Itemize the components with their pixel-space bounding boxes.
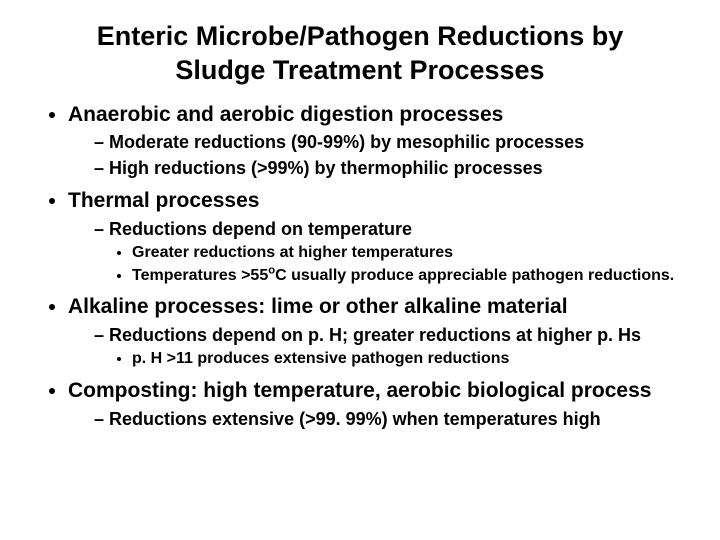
bullet-composting-text: Composting: high temperature, aerobic bi…: [68, 379, 651, 402]
subsublist-thermal: Greater reductions at higher temperature…: [94, 243, 682, 287]
bullet-alkaline-text: Alkaline processes: lime or other alkali…: [68, 295, 568, 318]
sub-temperature: Reductions depend on temperature Greater…: [94, 218, 682, 287]
bullet-composting: Composting: high temperature, aerobic bi…: [68, 378, 682, 431]
bullet-thermal: Thermal processes Reductions depend on t…: [68, 188, 682, 287]
bullet-alkaline: Alkaline processes: lime or other alkali…: [68, 294, 682, 370]
sublist-digestion: Moderate reductions (90-99%) by mesophil…: [68, 131, 682, 180]
sublist-composting: Reductions extensive (>99. 99%) when tem…: [68, 408, 682, 431]
sublist-thermal: Reductions depend on temperature Greater…: [68, 218, 682, 287]
bullet-digestion-text: Anaerobic and aerobic digestion processe…: [68, 103, 503, 126]
subsub-55c-post: C usually produce appreciable pathogen r…: [275, 267, 674, 284]
bullet-list: Anaerobic and aerobic digestion processe…: [38, 102, 682, 432]
bullet-thermal-text: Thermal processes: [68, 189, 259, 212]
subsublist-alkaline: p. H >11 produces extensive pathogen red…: [94, 349, 682, 370]
title-line-1: Enteric Microbe/Pathogen Reductions by: [97, 21, 624, 51]
bullet-digestion: Anaerobic and aerobic digestion processe…: [68, 102, 682, 180]
title-line-2: Sludge Treatment Processes: [175, 55, 544, 85]
sublist-alkaline: Reductions depend on p. H; greater reduc…: [68, 324, 682, 370]
sub-ph-text: Reductions depend on p. H; greater reduc…: [109, 325, 641, 345]
subsub-55c: Temperatures >55oC usually produce appre…: [132, 266, 682, 287]
subsub-55c-pre: Temperatures >55: [132, 267, 268, 284]
slide-content: Enteric Microbe/Pathogen Reductions by S…: [0, 0, 720, 431]
subsub-ph11: p. H >11 produces extensive pathogen red…: [132, 349, 682, 370]
sub-extensive: Reductions extensive (>99. 99%) when tem…: [94, 408, 682, 431]
subsub-higher-temp: Greater reductions at higher temperature…: [132, 243, 682, 264]
sub-temperature-text: Reductions depend on temperature: [109, 219, 412, 239]
sub-thermophilic: High reductions (>99%) by thermophilic p…: [94, 157, 682, 180]
sub-ph: Reductions depend on p. H; greater reduc…: [94, 324, 682, 370]
sub-mesophilic: Moderate reductions (90-99%) by mesophil…: [94, 131, 682, 154]
slide-title: Enteric Microbe/Pathogen Reductions by S…: [38, 20, 682, 88]
